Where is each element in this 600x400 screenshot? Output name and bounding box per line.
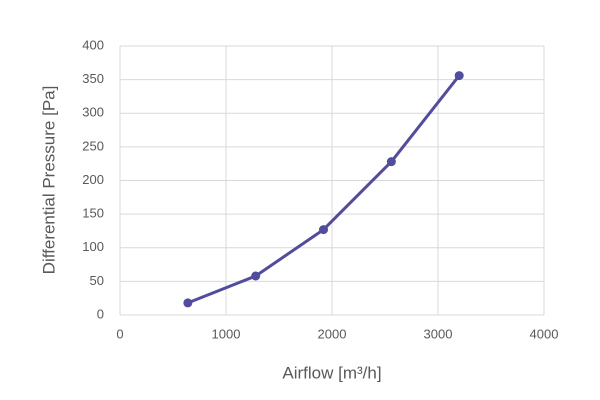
data-point (183, 298, 193, 308)
x-tick-label: 2000 (318, 326, 347, 341)
x-tick-label: 3000 (424, 326, 453, 341)
y-tick-label: 150 (82, 206, 104, 221)
data-point (454, 71, 464, 81)
y-tick-label: 100 (82, 239, 104, 254)
data-point (251, 271, 261, 281)
y-tick-label: 0 (97, 306, 104, 321)
y-tick-label: 200 (82, 172, 104, 187)
x-tick-label: 1000 (212, 326, 241, 341)
y-axis-title: Differential Pressure [Pa] (39, 86, 58, 275)
x-tick-label: 0 (116, 326, 123, 341)
data-point (386, 157, 396, 167)
x-tick-label: 4000 (530, 326, 559, 341)
x-axis-title: Airflow [m³/h] (282, 363, 381, 382)
data-point (319, 225, 329, 235)
y-tick-label: 250 (82, 138, 104, 153)
y-tick-label: 350 (82, 71, 104, 86)
y-tick-label: 50 (90, 273, 104, 288)
data-line (187, 74, 461, 305)
y-tick-label: 400 (82, 37, 104, 52)
y-tick-label: 300 (82, 105, 104, 120)
